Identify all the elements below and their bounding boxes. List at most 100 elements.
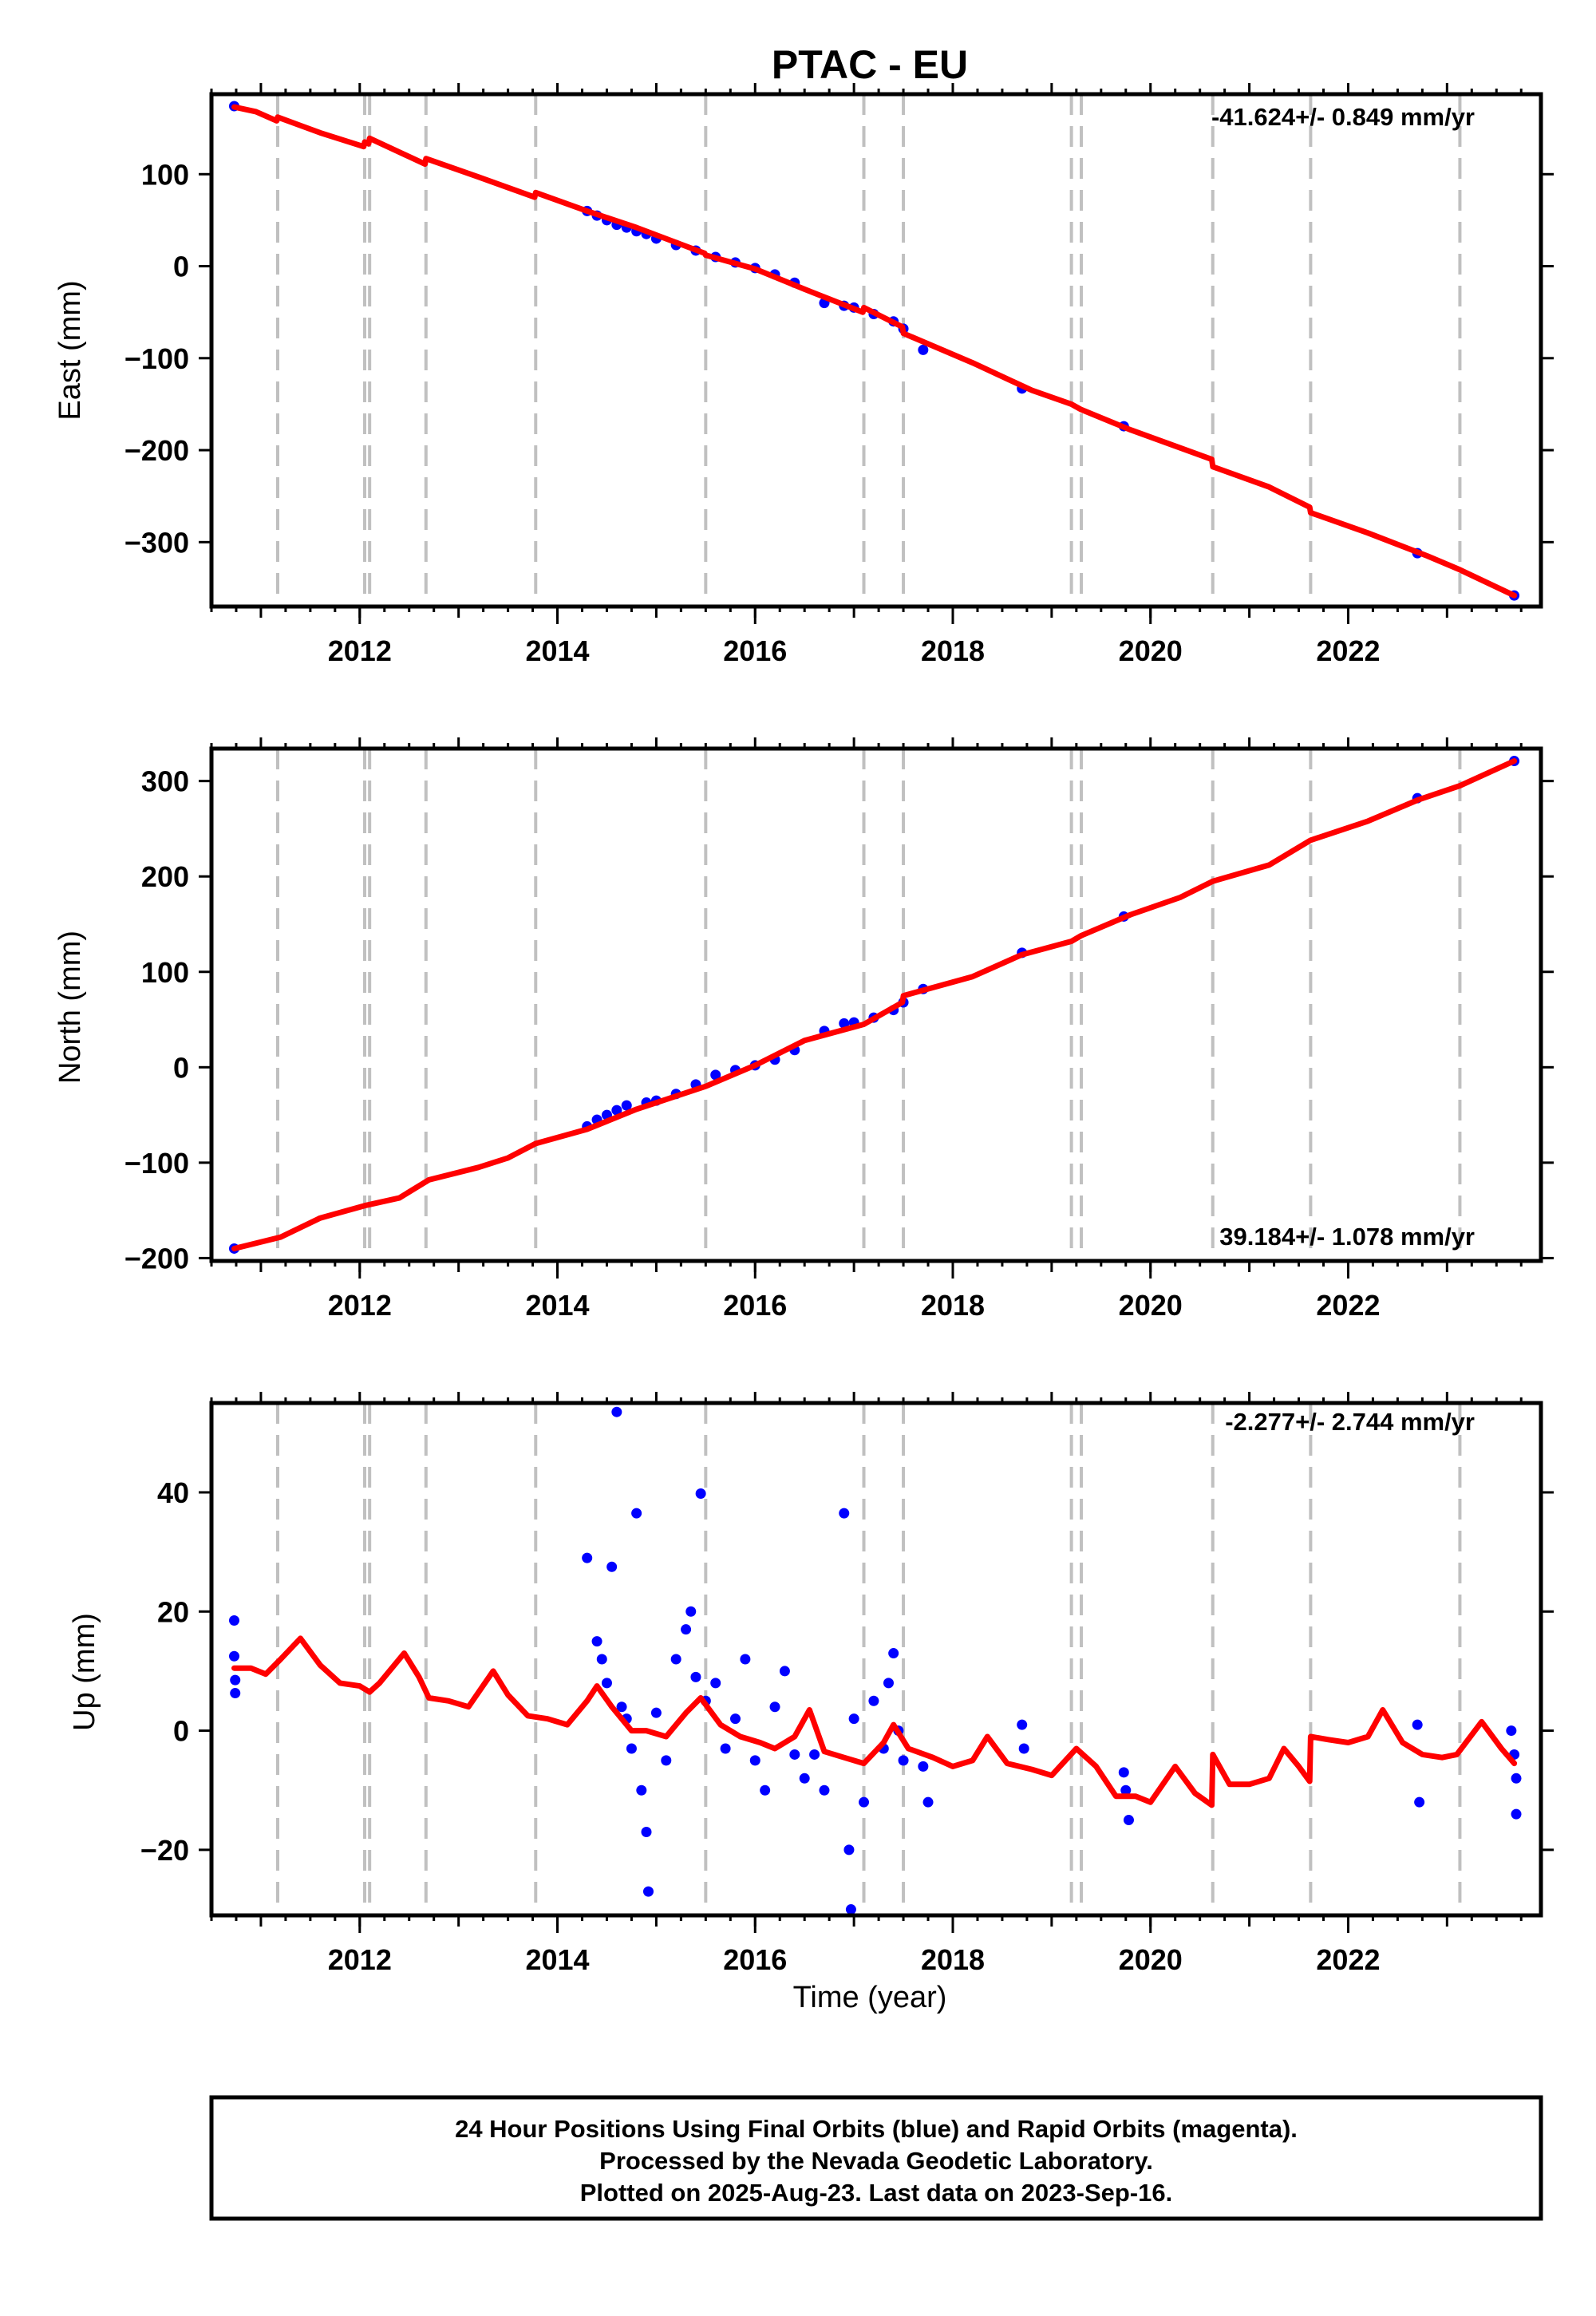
up-data-point-38 (843, 1844, 855, 1856)
east-model-line (231, 104, 1518, 599)
east-y-tick-label: −200 (124, 434, 189, 467)
up-data-point-49 (922, 1796, 934, 1808)
up-data-point-27 (729, 1713, 741, 1725)
up-data-point-10 (616, 1701, 627, 1713)
north-model-line (231, 758, 1518, 1251)
east-y-tick-label: −300 (124, 526, 189, 559)
up-data-point-50 (1017, 1719, 1028, 1730)
up-frame (209, 1401, 1543, 1918)
north-x-tick-label: 2014 (525, 1289, 589, 1322)
up-data-point-29 (749, 1755, 760, 1766)
east-x-tick-label: 2014 (525, 634, 589, 667)
up-data-point-60 (1511, 1808, 1522, 1820)
east-x-tick-label: 2020 (1119, 634, 1183, 667)
east-x-tick-label: 2018 (921, 634, 985, 667)
east-x-tick-label: 2016 (723, 634, 787, 667)
up-data-point-51 (1018, 1743, 1029, 1754)
up-rate-label: -2.277+/- 2.744 mm/yr (1225, 1408, 1475, 1436)
up-data-point-42 (868, 1695, 879, 1706)
up-model-line (231, 1635, 1518, 1808)
up-data-point-8 (606, 1561, 618, 1572)
north-rate-label: 39.184+/- 1.078 mm/yr (1219, 1223, 1475, 1251)
up-data-point-57 (1506, 1725, 1517, 1737)
up-data-point-2 (230, 1674, 241, 1686)
up-data-point-39 (845, 1904, 856, 1915)
north-frame (209, 746, 1543, 1263)
east-plot-content (228, 94, 1520, 607)
footer-line-1: 24 Hour Positions Using Final Orbits (bl… (455, 2115, 1298, 2143)
north-data-point-5 (621, 1100, 632, 1111)
east-x-tick-label: 2022 (1316, 634, 1380, 667)
footer-box: 24 Hour Positions Using Final Orbits (bl… (209, 2095, 1543, 2221)
east-y-tick-label: −100 (124, 342, 189, 375)
up-x-tick-label: 2020 (1119, 1943, 1183, 1976)
north-y-tick-label: −100 (124, 1147, 189, 1180)
up-data-point-54 (1123, 1815, 1134, 1826)
up-x-tick-label: 2016 (723, 1943, 787, 1976)
up-data-point-31 (769, 1701, 780, 1713)
up-y-axis-label: Up (mm) (68, 1613, 101, 1731)
up-data-point-30 (760, 1784, 771, 1796)
up-data-point-15 (641, 1826, 652, 1837)
chart-title: PTAC - EU (772, 42, 968, 87)
up-data-point-26 (720, 1743, 731, 1754)
panel-north: 2012 2014 2016 2018 2020 2022 300 200 100 0 −100 −2… (53, 737, 1554, 1322)
north-y-tick-label: 100 (141, 956, 189, 989)
east-y-axis-label: East (mm) (53, 280, 87, 420)
north-data-point-4 (611, 1105, 622, 1116)
up-plot-content (228, 1403, 1522, 1915)
east-rate-label: -41.624+/- 0.849 mm/yr (1211, 103, 1475, 131)
up-x-tick-label: 2012 (328, 1943, 392, 1976)
panel-east: 2012 2014 2016 2018 2020 2022 100 0 −100 −200 −300… (53, 83, 1554, 667)
up-y-tick-label: 40 (157, 1476, 189, 1509)
up-data-point-28 (740, 1654, 751, 1665)
north-y-tick-label: 200 (141, 860, 189, 893)
up-data-point-45 (888, 1648, 899, 1659)
north-x-tick-label: 2012 (328, 1289, 392, 1322)
up-y-tick-label: 0 (173, 1715, 189, 1748)
up-data-point-3 (230, 1688, 241, 1699)
north-data-point-10 (710, 1069, 721, 1081)
up-data-point-25 (710, 1678, 721, 1689)
up-data-point-56 (1414, 1796, 1425, 1808)
up-data-point-37 (839, 1508, 850, 1519)
north-data-point-16 (839, 1018, 850, 1029)
up-data-point-48 (918, 1761, 929, 1772)
up-data-point-14 (636, 1784, 647, 1796)
up-data-point-32 (779, 1666, 790, 1677)
up-data-point-44 (883, 1678, 894, 1689)
north-y-tick-label: −200 (124, 1242, 189, 1275)
up-data-point-20 (681, 1624, 692, 1635)
east-y-tick-label: 100 (141, 158, 189, 191)
north-plot-content (228, 749, 1520, 1261)
north-x-tick-label: 2020 (1119, 1289, 1183, 1322)
up-data-point-35 (809, 1749, 820, 1760)
up-data-point-23 (695, 1488, 706, 1499)
east-plot-area (211, 94, 1541, 607)
up-data-point-1 (228, 1650, 239, 1662)
north-x-tick-label: 2022 (1316, 1289, 1380, 1322)
north-x-tick-label: 2018 (921, 1289, 985, 1322)
footer-line-3: Plotted on 2025-Aug-23. Last data on 202… (580, 2179, 1172, 2207)
up-data-point-5 (591, 1636, 602, 1647)
up-x-tick-label: 2018 (921, 1943, 985, 1976)
panel-up: 2012 2014 2016 2018 2020 2022 40 20 0 −20 -2.277+/… (68, 1392, 1554, 2014)
up-data-point-59 (1511, 1773, 1522, 1784)
east-data-point-22 (918, 344, 929, 355)
north-y-axis-label: North (mm) (53, 931, 87, 1084)
up-data-point-40 (848, 1713, 859, 1725)
up-data-point-36 (819, 1784, 830, 1796)
east-y-tick-label: 0 (173, 251, 189, 283)
up-y-tick-label: 20 (157, 1595, 189, 1628)
up-x-tick-label: 2014 (525, 1943, 589, 1976)
north-y-tick-label: 0 (173, 1051, 189, 1084)
up-data-point-53 (1120, 1784, 1132, 1796)
up-data-point-22 (690, 1671, 701, 1682)
up-data-point-12 (626, 1743, 637, 1754)
up-data-point-41 (859, 1796, 870, 1808)
up-data-point-34 (799, 1773, 810, 1784)
north-plot-area (211, 749, 1541, 1261)
up-data-point-47 (898, 1755, 909, 1766)
x-axis-label: Time (year) (793, 1981, 947, 2014)
